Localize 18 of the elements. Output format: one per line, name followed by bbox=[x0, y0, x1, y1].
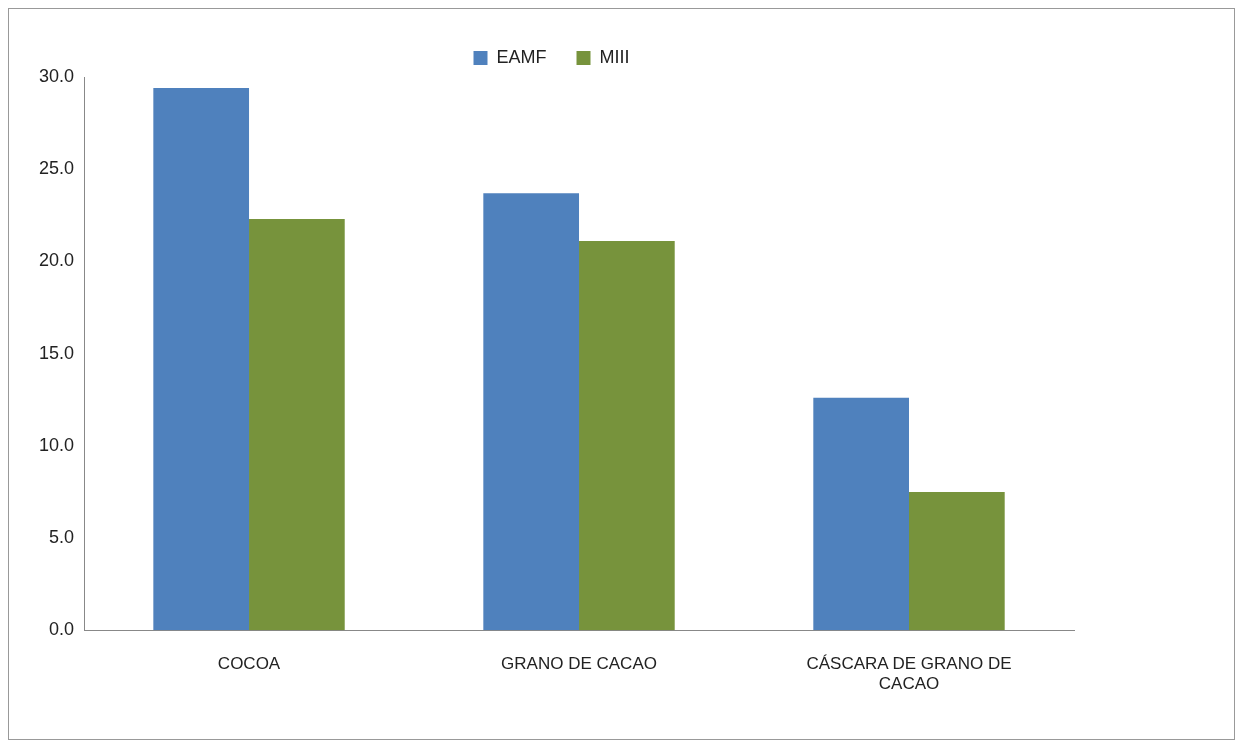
y-tick-label: 5.0 bbox=[49, 526, 75, 547]
bar bbox=[153, 88, 250, 631]
x-tick-label: GRANO DE CACAO bbox=[501, 654, 657, 674]
x-tick-label: CÁSCARA DE GRANO DE CACAO bbox=[806, 654, 1012, 694]
bar bbox=[249, 218, 345, 631]
bar bbox=[483, 193, 580, 631]
y-tick-label: 20.0 bbox=[38, 250, 75, 271]
y-tick-label: 0.0 bbox=[49, 619, 75, 640]
y-tick-label: 25.0 bbox=[38, 158, 75, 179]
legend-label: MIII bbox=[599, 46, 630, 67]
legend-label: EAMF bbox=[496, 46, 547, 67]
bar bbox=[909, 491, 1005, 631]
bar bbox=[579, 241, 675, 631]
y-tick-label: 30.0 bbox=[38, 65, 75, 86]
x-tick-label: COCOA bbox=[217, 654, 281, 674]
y-tick-label: 15.0 bbox=[38, 342, 75, 363]
y-tick-label: 10.0 bbox=[38, 434, 75, 455]
bar bbox=[813, 397, 910, 631]
